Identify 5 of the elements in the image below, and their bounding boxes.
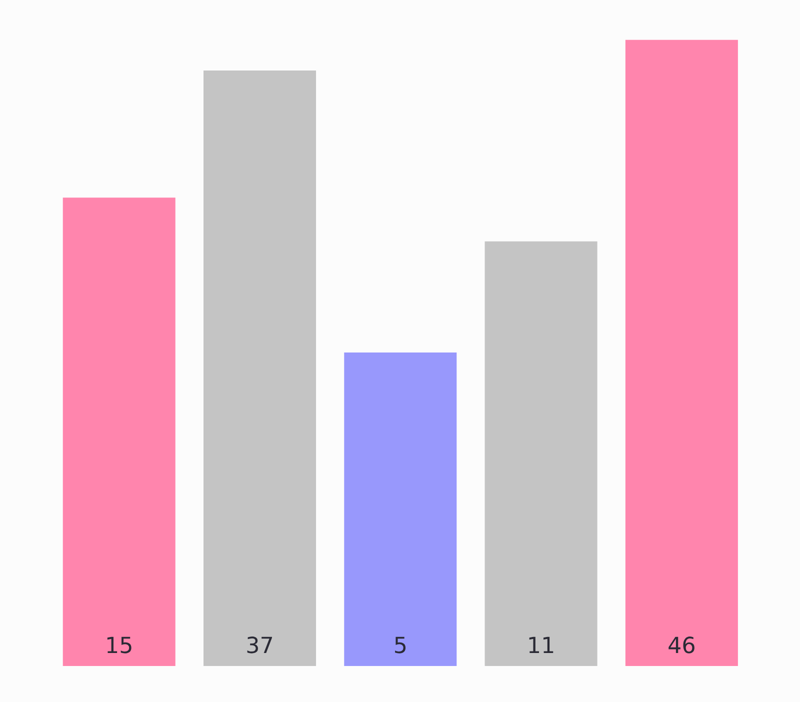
data-label: 37 — [247, 636, 272, 654]
data-label: 5 — [395, 636, 406, 654]
data-label: 11 — [529, 636, 554, 654]
data-label: 15 — [107, 636, 132, 654]
data-label: 46 — [668, 636, 694, 654]
